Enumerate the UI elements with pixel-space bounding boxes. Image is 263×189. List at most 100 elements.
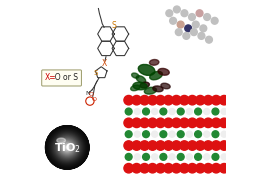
Circle shape [160, 153, 167, 160]
Circle shape [60, 140, 75, 155]
Circle shape [47, 127, 87, 167]
Circle shape [64, 144, 71, 151]
Text: TiO$_2$: TiO$_2$ [54, 142, 81, 155]
Circle shape [188, 118, 197, 128]
Circle shape [66, 146, 68, 148]
Circle shape [172, 118, 181, 128]
Circle shape [51, 131, 83, 163]
Circle shape [53, 133, 81, 161]
Circle shape [56, 136, 78, 159]
Ellipse shape [153, 86, 163, 92]
Circle shape [59, 139, 76, 156]
Circle shape [180, 163, 189, 173]
Circle shape [212, 131, 219, 138]
Circle shape [52, 132, 83, 163]
Circle shape [62, 143, 72, 152]
Circle shape [47, 127, 87, 168]
Circle shape [49, 129, 86, 166]
Circle shape [177, 153, 184, 160]
Circle shape [140, 163, 149, 173]
Circle shape [48, 128, 87, 167]
Circle shape [172, 163, 181, 173]
Circle shape [134, 131, 140, 137]
Circle shape [61, 141, 73, 153]
Circle shape [64, 144, 71, 151]
Circle shape [186, 131, 193, 137]
Circle shape [57, 137, 77, 157]
Ellipse shape [132, 73, 139, 78]
Circle shape [48, 128, 87, 167]
Circle shape [204, 131, 210, 137]
Circle shape [50, 131, 84, 164]
Circle shape [186, 154, 193, 160]
Circle shape [62, 142, 73, 153]
Circle shape [124, 163, 133, 173]
Circle shape [67, 147, 68, 148]
Circle shape [190, 29, 197, 36]
Circle shape [164, 95, 173, 105]
Circle shape [65, 145, 70, 150]
Circle shape [65, 145, 70, 150]
Circle shape [212, 153, 219, 160]
Circle shape [47, 127, 88, 168]
Circle shape [52, 132, 83, 163]
Circle shape [204, 14, 210, 20]
Circle shape [53, 133, 82, 162]
Circle shape [212, 108, 219, 115]
Circle shape [67, 147, 68, 148]
Circle shape [54, 134, 80, 160]
Circle shape [148, 95, 157, 105]
Circle shape [61, 141, 73, 153]
Circle shape [211, 141, 221, 150]
Circle shape [52, 132, 83, 163]
Circle shape [66, 146, 68, 149]
Circle shape [63, 143, 72, 152]
Circle shape [189, 14, 195, 20]
Circle shape [169, 108, 175, 115]
Circle shape [180, 118, 189, 128]
Circle shape [49, 129, 86, 166]
Circle shape [124, 141, 133, 150]
Circle shape [124, 95, 133, 105]
Circle shape [57, 137, 78, 158]
Circle shape [164, 141, 173, 150]
Circle shape [152, 108, 158, 115]
Circle shape [156, 118, 165, 128]
Circle shape [62, 142, 72, 153]
Circle shape [49, 129, 85, 166]
Circle shape [58, 138, 77, 157]
Circle shape [46, 126, 89, 169]
Circle shape [48, 128, 87, 167]
Circle shape [143, 108, 149, 115]
Circle shape [62, 142, 73, 153]
Circle shape [62, 143, 72, 152]
Circle shape [166, 10, 173, 17]
Circle shape [46, 126, 88, 169]
Text: X=: X= [44, 74, 56, 82]
Circle shape [219, 118, 229, 128]
Circle shape [48, 128, 87, 167]
Circle shape [64, 144, 71, 151]
Circle shape [59, 140, 75, 155]
Text: X: X [102, 59, 107, 68]
Circle shape [51, 131, 83, 163]
Circle shape [186, 108, 193, 115]
Circle shape [48, 128, 87, 167]
Circle shape [198, 33, 205, 39]
Circle shape [177, 108, 184, 115]
Circle shape [62, 142, 73, 153]
Circle shape [143, 153, 149, 160]
Circle shape [54, 135, 80, 160]
Circle shape [172, 95, 181, 105]
Circle shape [65, 146, 69, 149]
Circle shape [61, 141, 74, 154]
Circle shape [132, 141, 141, 150]
Circle shape [67, 147, 68, 148]
Circle shape [188, 95, 197, 105]
Ellipse shape [161, 83, 170, 89]
Circle shape [46, 126, 88, 169]
Circle shape [57, 137, 78, 158]
Circle shape [54, 135, 80, 160]
Circle shape [219, 163, 229, 173]
Circle shape [60, 140, 74, 155]
